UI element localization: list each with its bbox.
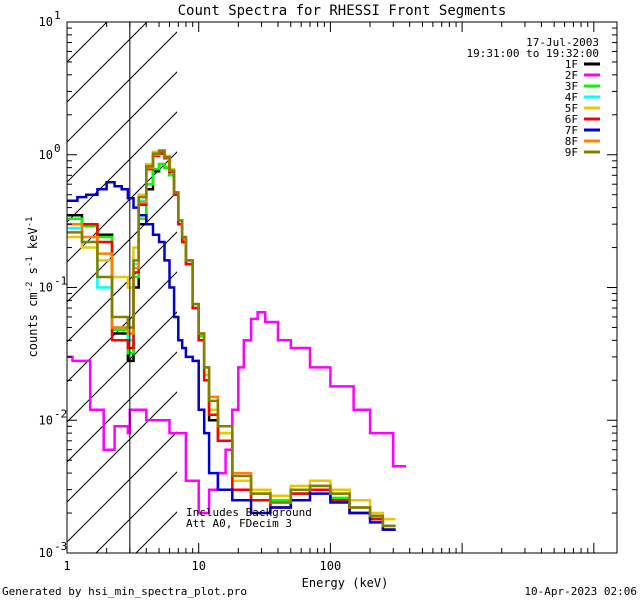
time-range-label: 19:31:00 to 19:32:00 — [467, 47, 599, 60]
chart-title: Count Spectra for RHESSI Front Segments — [178, 3, 507, 19]
plot-frame — [66, 21, 618, 554]
background-note: Includes Background — [186, 506, 312, 519]
legend-label: 8F — [565, 135, 578, 148]
date-label: 17-Jul-2003 — [526, 36, 599, 49]
legend-label: 3F — [565, 80, 578, 93]
y-tick-exponent: -3 — [54, 540, 67, 553]
y-tick-label: 10 — [39, 413, 53, 427]
series-6F — [67, 152, 396, 531]
x-tick-label: 10 — [191, 559, 205, 573]
legend-label: 7F — [565, 124, 578, 137]
legend-label: 5F — [565, 102, 578, 115]
series-2F — [67, 311, 406, 515]
hatch-line — [67, 271, 177, 383]
legend-label: 1F — [565, 58, 578, 71]
series-9F — [67, 150, 396, 528]
y-tick-exponent: -2 — [54, 407, 67, 420]
y-axis-label: counts cm-2 s-1 keV-1 — [25, 217, 40, 358]
x-tick-label: 1 — [63, 559, 70, 573]
y-tick-exponent: -1 — [54, 275, 67, 288]
y-tick-label: 10 — [39, 281, 53, 295]
hatch-line — [67, 31, 177, 143]
hatch-line — [67, 22, 108, 63]
footer-generator: Generated by hsi_min_spectra_plot.pro — [2, 585, 247, 598]
y-tick-label: 10 — [39, 546, 53, 560]
x-axis-label: Energy (keV) — [302, 576, 389, 590]
hatch-line — [67, 431, 177, 543]
x-tick-label: 100 — [320, 559, 342, 573]
excluded-energy-hatching — [67, 22, 177, 553]
hatch-line — [67, 231, 177, 343]
y-tick-exponent: 1 — [54, 9, 61, 22]
attenuator-note: Att A0, FDecim 3 — [186, 517, 292, 530]
hatch-line — [67, 191, 177, 303]
y-tick-exponent: 0 — [54, 142, 61, 155]
legend-label: 6F — [565, 113, 578, 126]
series-7F — [67, 181, 396, 531]
legend-label: 4F — [565, 91, 578, 104]
y-tick-label: 10 — [39, 15, 53, 29]
footer-timestamp: 10-Apr-2023 02:06 — [524, 585, 637, 598]
legend-label: 2F — [565, 69, 578, 82]
legend-label: 9F — [565, 146, 578, 159]
hatch-line — [95, 471, 177, 553]
hatch-line — [67, 71, 177, 183]
hatch-line — [67, 391, 177, 503]
y-tick-label: 10 — [39, 148, 53, 162]
